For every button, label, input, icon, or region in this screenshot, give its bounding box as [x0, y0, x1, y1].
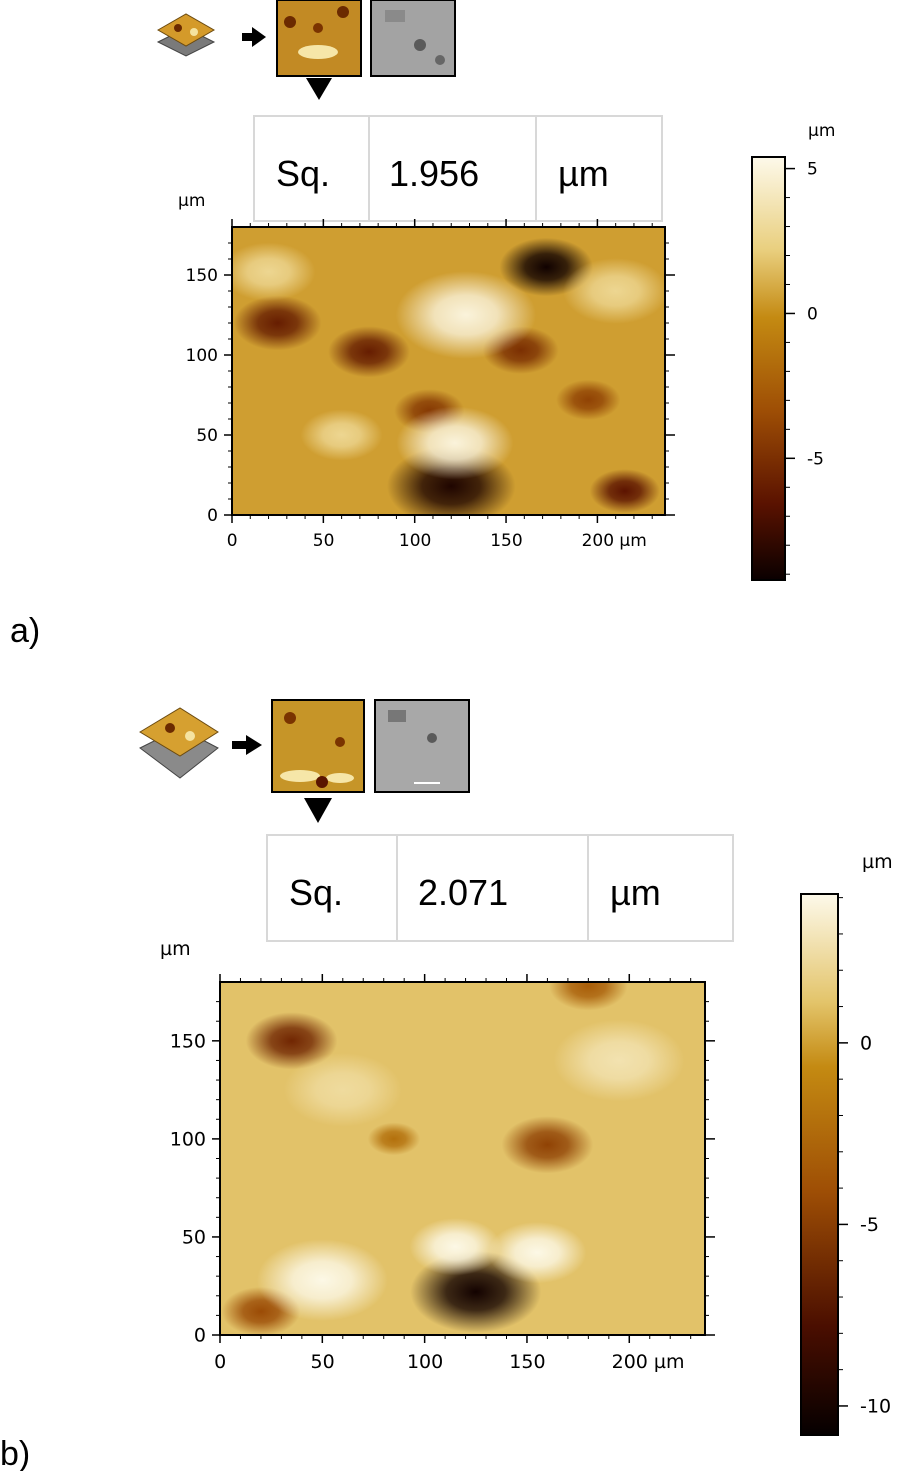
colorbar-tick-label: 5 [807, 160, 818, 180]
panel-a: Sq. 1.956 µm µm 0 50 100 150 200 µm 0 50 100 150… [0, 0, 900, 700]
stat-name: Sq. [276, 153, 330, 194]
colorbar-ticks: 5 0 -5 [785, 160, 824, 575]
y-tick-label: 0 [194, 1325, 206, 1347]
stat-unit: µm [610, 872, 661, 913]
triangle-down-icon [306, 78, 332, 100]
x-tick-label: 0 [214, 1351, 226, 1373]
x-tick-label: 50 [313, 531, 335, 551]
x-tick-label: 150 [509, 1351, 545, 1373]
peak-feature [256, 1239, 388, 1322]
panel-a-figure: Sq. 1.956 µm µm 0 50 100 150 200 µm050100150… [10, 0, 835, 650]
triangle-down-icon [304, 798, 332, 823]
depression-feature [501, 1116, 594, 1174]
depression-feature [367, 1122, 421, 1156]
colorbar-tick-label: 0 [860, 1033, 872, 1055]
colorbar-ticks: 0 -5 -10 [838, 897, 891, 1418]
colorbar [800, 893, 839, 1436]
depression-feature [328, 326, 410, 378]
axes: 0 50 100 150 200 µm 0 50 100 150 [170, 974, 715, 1373]
peak-feature [395, 271, 537, 359]
sem-thumbnail[interactable] [374, 699, 470, 793]
panel-b-figure: Sq. 2.071 µm µm 0 50 100 150 200 µm 0 50 100 150… [0, 699, 893, 1471]
x-tick-label: 100 [399, 531, 431, 551]
peak-feature [300, 409, 383, 461]
peak-feature [553, 1019, 685, 1102]
arrow-right-icon [242, 27, 266, 47]
peak-feature [396, 406, 514, 480]
stat-value: 2.071 [418, 872, 508, 913]
axes: 0 50 100 150 200 µm 0 50 100 150 [186, 219, 675, 551]
topography-thumbnail[interactable] [271, 699, 365, 793]
depression-feature [245, 1012, 338, 1070]
x-tick-label: 100 [407, 1351, 443, 1373]
depression-feature [549, 982, 628, 1011]
y-tick-label: 0 [207, 506, 218, 526]
height-map [220, 982, 705, 1335]
depression-feature [233, 295, 322, 351]
colorbar-tick-label: -10 [860, 1396, 891, 1418]
peak-feature [488, 1221, 587, 1284]
y-tick-label: 50 [196, 426, 218, 446]
arrow-right-icon [232, 735, 262, 755]
depression-feature [556, 379, 621, 420]
y-unit-label: µm [178, 191, 205, 211]
x-tick-label: 150 [490, 531, 522, 551]
panel-b: Sq. 2.071 µm µm 0 50 100 150 200 µm 0 50 100 150… [0, 690, 900, 1471]
x-tick-label: 200 µm [612, 1351, 685, 1373]
colorbar-tick-label: 0 [807, 304, 818, 324]
x-tick-label: 0 [227, 531, 238, 551]
colorbar-unit: µm [862, 851, 893, 873]
height-map [232, 227, 665, 515]
peak-feature [563, 258, 665, 324]
sem-thumbnail[interactable] [370, 0, 456, 77]
y-tick-label: 100 [186, 346, 218, 366]
colorbar-tick-label: -5 [860, 1214, 879, 1236]
peak-feature [283, 1053, 402, 1127]
topography-thumbnail[interactable] [276, 0, 362, 77]
x-tick-label: 50 [311, 1351, 335, 1373]
stat-unit: µm [558, 153, 609, 194]
panel-label: b) [0, 1435, 30, 1471]
stat-box: Sq. 2.071 µm [266, 834, 734, 942]
y-tick-label: 50 [182, 1227, 206, 1249]
y-tick-label: 150 [170, 1030, 206, 1052]
stat-value: 1.956 [389, 153, 479, 194]
stat-name: Sq. [289, 872, 343, 913]
panel-label: a) [10, 612, 40, 650]
stat-box: Sq. 1.956 µm [253, 115, 663, 222]
y-tick-label: 100 [170, 1129, 206, 1151]
y-tick-label: 150 [186, 266, 218, 286]
colorbar-unit: µm [808, 121, 835, 141]
peak-feature [409, 1218, 502, 1276]
y-unit-label: µm [160, 938, 191, 960]
layer-stack-icon [156, 13, 216, 57]
colorbar-tick-label: -5 [807, 449, 824, 469]
layer-stack-icon [139, 707, 219, 779]
colorbar [751, 156, 786, 581]
depression-feature [589, 469, 660, 513]
peak-feature [232, 242, 316, 302]
x-tick-label: 200 µm [582, 531, 647, 551]
